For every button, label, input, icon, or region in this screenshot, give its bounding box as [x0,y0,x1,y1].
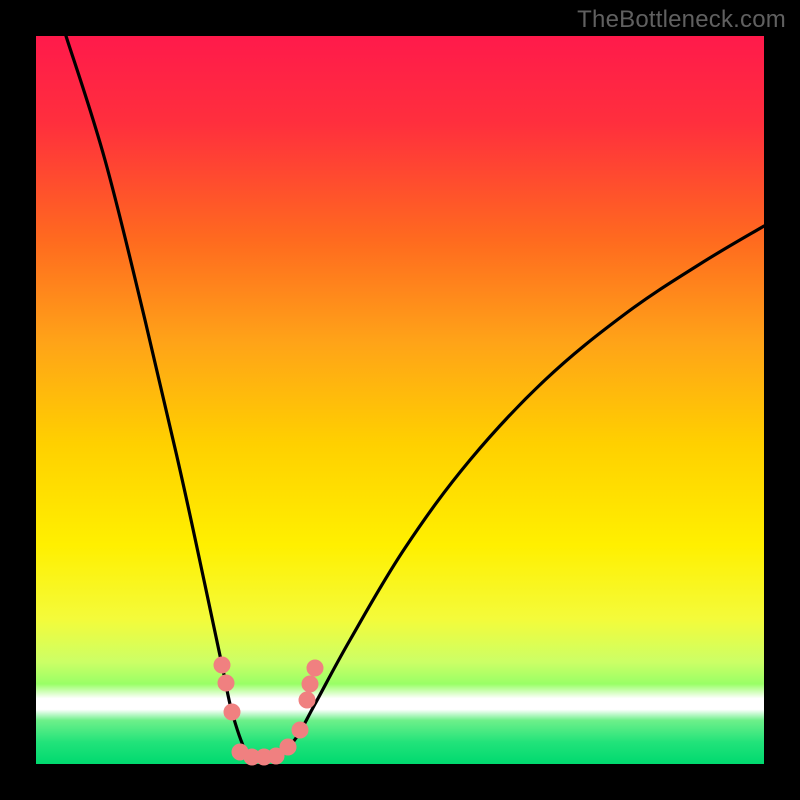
curve-marker [302,676,318,692]
plot-background [36,36,764,764]
curve-marker [280,739,296,755]
curve-marker [307,660,323,676]
stage: TheBottleneck.com [0,0,800,800]
curve-marker [224,704,240,720]
curve-marker [299,692,315,708]
curve-marker [214,657,230,673]
chart-svg [0,0,800,800]
curve-marker [218,675,234,691]
curve-marker [292,722,308,738]
